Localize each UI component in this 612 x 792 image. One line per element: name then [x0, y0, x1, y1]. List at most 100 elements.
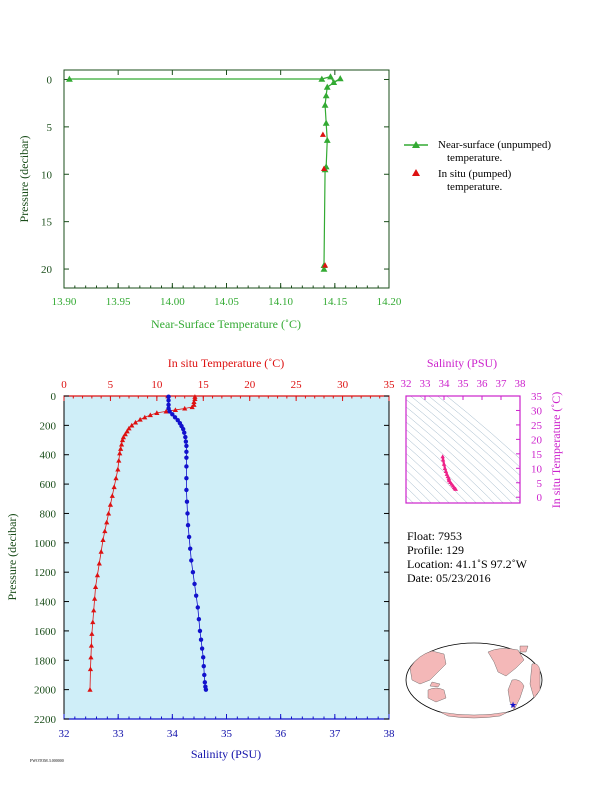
in-situ-temperature-point	[87, 687, 93, 692]
salinity-point	[198, 637, 204, 642]
salinity-point	[167, 409, 172, 414]
in-situ-temperature-point	[89, 631, 95, 636]
in-situ-temperature-point	[117, 450, 123, 456]
ts-y-tick-label: 25	[531, 420, 543, 432]
salinity-tick-label: 35	[221, 728, 233, 740]
ts-density-contour	[406, 421, 495, 503]
profile-chart-ticks: 32 33 34 35 36 37 38 0 5 10 15 20 25 30 35 0 200 400 600 80…	[34, 379, 395, 740]
ts-point	[453, 486, 458, 491]
ts-density-contour	[406, 406, 513, 503]
salinity-point	[189, 558, 194, 563]
salinity-point	[166, 402, 171, 408]
ts-x-axis-label: Salinity (PSU)	[427, 356, 497, 370]
salinity-point	[184, 487, 189, 493]
unpumped-temperature-point	[318, 75, 326, 82]
salinity-point	[199, 646, 205, 651]
in-situ-temperature-point	[126, 425, 132, 431]
in-situ-temperature-point	[120, 434, 127, 440]
ts-density-contour	[406, 453, 459, 503]
ts-x-tick-label: 38	[515, 378, 527, 390]
ts-x-tick-label: 35	[458, 378, 470, 390]
ts-x-tick-label: 36	[477, 378, 489, 390]
location: Location: 41.1˚S 97.2˚W	[407, 557, 528, 571]
ts-density-contour	[406, 413, 504, 503]
map-land	[409, 645, 541, 719]
float-id: Float: 7953	[407, 529, 462, 543]
in-situ-temperature-point	[94, 572, 101, 578]
salinity-tick-label: 33	[113, 728, 125, 740]
pressure-tick-label: 2200	[34, 714, 57, 726]
in-situ-temperature-point	[132, 419, 139, 425]
salinity-point	[172, 415, 178, 420]
in-situ-temperature-point	[115, 466, 121, 472]
ts-ticks: 32 33 34 35 36 37 38 0 5 10 15 20 25 30 35	[401, 378, 543, 504]
top-x-tick-label: 13.90	[52, 296, 77, 308]
in-situ-temperature-point	[107, 502, 114, 507]
salinity-point	[201, 663, 206, 669]
temperature-tick-label: 0	[61, 379, 67, 391]
salinity-point	[186, 534, 192, 540]
top-chart-legend: Near-surface (unpumped) temperature. In …	[404, 139, 551, 193]
in-situ-temperature-point	[109, 493, 115, 498]
salinity-point	[184, 443, 189, 449]
salinity-point	[185, 523, 191, 528]
in-situ-temperature-point	[189, 404, 195, 410]
in-situ-temperature-point	[191, 399, 197, 404]
unpumped-temperature-point	[323, 83, 331, 90]
unpumped-temperature-point	[322, 119, 330, 126]
pumped-temperature-point	[321, 165, 327, 171]
salinity-point	[202, 672, 207, 678]
ts-point	[442, 466, 448, 471]
legend-unpumped-marker	[412, 141, 420, 148]
ts-density-contour	[406, 444, 468, 503]
in-situ-temperature-point	[92, 584, 99, 589]
salinity-point	[188, 546, 193, 551]
salinity-point	[184, 499, 190, 504]
top-x-tick-label: 14.00	[160, 296, 185, 308]
ts-density-contour	[406, 461, 450, 503]
salinity-point	[166, 394, 171, 399]
in-situ-temperature-point	[154, 410, 160, 415]
top-y-tick-label: 10	[41, 169, 53, 181]
in-situ-temperature-point	[96, 560, 102, 566]
salinity-tick-label: 34	[167, 728, 179, 740]
pressure-tick-label: 1600	[34, 626, 57, 638]
ts-point	[441, 461, 447, 466]
salinity-point	[170, 412, 175, 417]
in-situ-temperature-point	[91, 607, 97, 613]
salinity-point	[180, 426, 186, 432]
top-plot-frame	[63, 69, 390, 289]
top-y-axis-label: Pressure (decibar)	[17, 136, 31, 223]
ts-density-contour	[406, 469, 441, 503]
unpumped-temperature-point	[66, 75, 73, 82]
temperature-tick-label: 10	[151, 379, 163, 391]
top-x-tick-label: 14.15	[322, 296, 347, 308]
pressure-tick-label: 200	[40, 420, 57, 432]
ts-y-tick-label: 5	[537, 478, 543, 490]
ts-y-tick-label: 30	[531, 405, 543, 417]
footer-note: FWOTOM.3.000000	[30, 758, 64, 763]
top-x-axis-label: Near-Surface Temperature (˚C)	[151, 317, 301, 331]
legend-unpumped-label-2: temperature.	[447, 152, 503, 164]
in-situ-temperature-point	[192, 396, 198, 402]
in-situ-temperature-point	[102, 528, 108, 534]
pressure-tick-label: 0	[51, 391, 57, 403]
in-situ-temperature-point	[122, 431, 128, 437]
in-situ-temperature-point	[113, 475, 119, 481]
in-situ-temperature-point	[118, 446, 124, 451]
near-surface-temperature-chart: 13.90 13.95 14.00 14.05 14.10 14.15 14.20 0 5 10 1…	[17, 69, 402, 331]
in-situ-temperature-point	[137, 416, 143, 422]
unpumped-temperature-point	[327, 73, 334, 80]
ts-density-contour	[419, 396, 520, 485]
ts-x-tick-label: 33	[420, 378, 432, 390]
legend-pumped-marker	[412, 169, 420, 176]
top-x-tick-label: 14.10	[268, 296, 293, 308]
temperature-tick-label: 25	[291, 379, 303, 391]
ts-plot-frame-bg	[406, 396, 520, 503]
float-location-marker: ★	[509, 700, 517, 710]
world-map: ★	[405, 642, 543, 719]
top-x-tick-label: 13.95	[106, 296, 131, 308]
profile-top-axis-label: In situ Temperature (˚C)	[168, 356, 285, 370]
temperature-tick-label: 35	[384, 379, 396, 391]
in-situ-temperature-point	[172, 407, 179, 413]
